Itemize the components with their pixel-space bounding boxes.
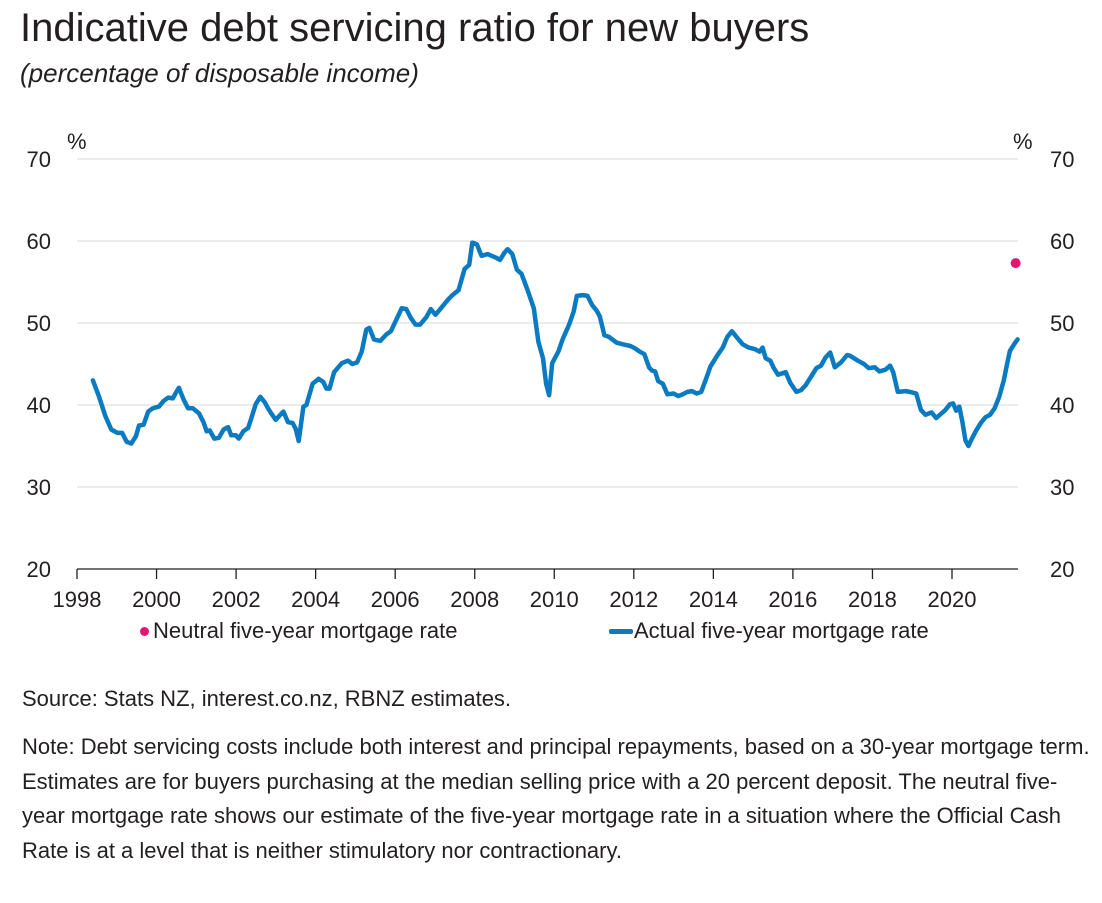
y-tick-label-right: 50 (1050, 311, 1074, 336)
x-tick-label: 2004 (291, 587, 340, 612)
x-tick-label: 2002 (212, 587, 261, 612)
y-axis-unit-left: % (67, 129, 87, 154)
chart-title: Indicative debt servicing ratio for new … (20, 6, 810, 50)
x-tick-label: 2016 (768, 587, 817, 612)
x-axis: 1998 2000 2002 2004 2006 2008 2010 2012 2014 2016… (53, 568, 1018, 612)
legend-label-neutral: Neutral five-year mortgage rate (153, 618, 458, 643)
x-tick-label: 2014 (689, 587, 738, 612)
y-tick-label-left: 30 (27, 475, 51, 500)
note-text: Note: Debt servicing costs include both … (22, 734, 1090, 863)
legend-item-neutral: Neutral five-year mortgage rate (140, 618, 457, 644)
y-axis-left: 20 30 40 50 60 70 (27, 147, 51, 582)
y-tick-label-left: 40 (27, 393, 51, 418)
y-tick-label-left: 60 (27, 229, 51, 254)
y-tick-label-right: 60 (1050, 229, 1074, 254)
y-tick-label-left: 20 (27, 557, 51, 582)
x-tick-label: 2006 (371, 587, 420, 612)
x-tick-label: 2010 (530, 587, 579, 612)
line-chart: 20 30 40 50 60 70 20 30 40 50 60 70 % % 1998 2000 20… (27, 129, 1075, 612)
x-tick-label: 2018 (848, 587, 897, 612)
neutral-rate-marker-icon (140, 626, 149, 636)
y-tick-label-right: 30 (1050, 475, 1074, 500)
y-tick-label-right: 70 (1050, 147, 1074, 172)
actual-rate-line-icon (609, 628, 633, 634)
x-tick-label: 2020 (928, 587, 977, 612)
series-layer (90, 240, 1021, 449)
legend-label-actual: Actual five-year mortgage rate (634, 618, 929, 643)
chart-subtitle: (percentage of disposable income) (20, 58, 419, 88)
gridlines (77, 158, 1018, 488)
y-tick-label-right: 40 (1050, 393, 1074, 418)
legend-item-actual: Actual five-year mortgage rate (609, 618, 929, 644)
actual-rate-line (90, 240, 1020, 449)
y-tick-label-left: 70 (27, 147, 51, 172)
x-tick-label: 2008 (450, 587, 499, 612)
x-tick-label: 1998 (53, 587, 102, 612)
source-text: Source: Stats NZ, interest.co.nz, RBNZ e… (22, 686, 512, 711)
y-axis-right: 20 30 40 50 60 70 (1050, 147, 1074, 582)
neutral-rate-point (1010, 258, 1021, 269)
x-tick-label: 2000 (132, 587, 181, 612)
x-tick-label: 2012 (609, 587, 658, 612)
y-tick-label-right: 20 (1050, 557, 1074, 582)
y-tick-label-left: 50 (27, 311, 51, 336)
y-axis-unit-right: % (1013, 129, 1033, 154)
